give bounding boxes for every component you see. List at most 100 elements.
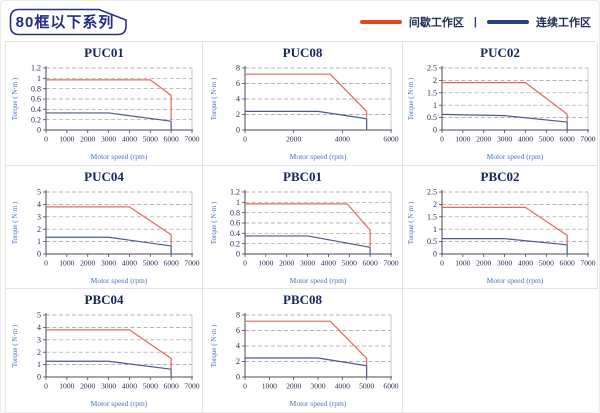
svg-text:0: 0 <box>37 250 41 259</box>
svg-text:2000: 2000 <box>286 382 301 391</box>
svg-text:1: 1 <box>433 225 437 234</box>
svg-text:4000: 4000 <box>122 382 137 391</box>
svg-text:Motor speed (rpm): Motor speed (rpm) <box>487 152 544 161</box>
chart-plot-pbc04: 0 1 2 3 4 5 0 1000 2000 3000 4000 5000 6000 7000 Motor… <box>11 311 200 408</box>
svg-text:0.6: 0.6 <box>230 219 240 228</box>
svg-text:2.5: 2.5 <box>427 188 437 197</box>
chart-cell-puc08: PUC08 0 2 4 6 8 0 2000 4000 6000 Motor speed (rpm… <box>203 42 403 166</box>
svg-text:1000: 1000 <box>59 135 74 144</box>
svg-text:Motor speed (rpm): Motor speed (rpm) <box>91 399 148 408</box>
empty-cell <box>403 289 598 412</box>
svg-text:1: 1 <box>236 198 240 207</box>
svg-text:1000: 1000 <box>59 259 74 268</box>
legend-label-intermittent: 间歇工作区 <box>408 17 464 29</box>
svg-text:0: 0 <box>243 382 247 391</box>
chart-title: PUC02 <box>480 45 520 60</box>
svg-text:4: 4 <box>236 95 240 104</box>
svg-text:4000: 4000 <box>122 259 137 268</box>
chart-plot-puc08: 0 2 4 6 8 0 2000 4000 6000 Motor speed (rpm) Torqu… <box>210 64 399 161</box>
svg-text:Motor speed (rpm): Motor speed (rpm) <box>487 276 544 285</box>
svg-text:2000: 2000 <box>286 135 301 144</box>
chart-plot-puc01: 0 0.20.40.6 0.811.2 0 1000 2000 3000 4000 5000 60… <box>11 64 200 161</box>
svg-text:0.5: 0.5 <box>427 237 437 246</box>
svg-text:2: 2 <box>37 348 41 357</box>
svg-text:Motor speed (rpm): Motor speed (rpm) <box>91 276 148 285</box>
chart-title: PBC08 <box>283 292 322 307</box>
svg-text:3000: 3000 <box>310 382 325 391</box>
svg-text:0.5: 0.5 <box>427 113 437 122</box>
chart-cell-pbc01: PBC01 0 0.2 0.4 0.6 0.8 1 1.2 0 1000 2000 3000 4000… <box>203 166 403 289</box>
svg-text:4000: 4000 <box>334 382 349 391</box>
legend: 间歇工作区 | 连续工作区 <box>359 14 591 30</box>
svg-text:2.5: 2.5 <box>427 64 437 73</box>
svg-text:0: 0 <box>44 382 48 391</box>
svg-text:2000: 2000 <box>279 259 294 268</box>
svg-text:0.8: 0.8 <box>31 84 41 93</box>
svg-text:3000: 3000 <box>497 135 512 144</box>
svg-text:Torque ( N·m ): Torque ( N·m ) <box>407 201 415 244</box>
svg-text:3: 3 <box>37 335 41 344</box>
svg-text:Torque ( N·m ): Torque ( N·m ) <box>11 201 19 244</box>
svg-text:0: 0 <box>440 259 444 268</box>
svg-text:6000: 6000 <box>560 135 575 144</box>
series-title-tag: 80框以下系列 <box>9 8 129 36</box>
svg-text:6000: 6000 <box>164 259 179 268</box>
svg-text:6000: 6000 <box>383 382 398 391</box>
svg-text:Motor speed (rpm): Motor speed (rpm) <box>91 152 148 161</box>
svg-text:2000: 2000 <box>80 382 95 391</box>
svg-text:2: 2 <box>37 225 41 234</box>
chart-plot-puc02: 0 0.5 1 1.5 2 2.5 0 1000 2000 3000 4000 5000 6000 700… <box>407 64 596 161</box>
svg-text:1: 1 <box>37 237 41 246</box>
svg-text:2000: 2000 <box>476 259 491 268</box>
svg-text:0.4: 0.4 <box>230 229 240 238</box>
legend-label-continuous: 连续工作区 <box>536 17 591 29</box>
svg-text:1000: 1000 <box>455 135 470 144</box>
svg-text:6000: 6000 <box>164 382 179 391</box>
svg-text:8: 8 <box>236 64 240 73</box>
page-header: 80框以下系列 间歇工作区 | 连续工作区 <box>1 1 599 41</box>
svg-text:3000: 3000 <box>101 259 116 268</box>
svg-text:5000: 5000 <box>359 382 374 391</box>
svg-text:1.2: 1.2 <box>230 188 240 197</box>
svg-text:4: 4 <box>236 342 240 351</box>
svg-text:3: 3 <box>37 212 41 221</box>
svg-text:2000: 2000 <box>476 135 491 144</box>
svg-text:3000: 3000 <box>101 382 116 391</box>
svg-text:5000: 5000 <box>143 382 158 391</box>
svg-text:8: 8 <box>236 311 240 320</box>
svg-text:0: 0 <box>433 250 437 259</box>
svg-text:0: 0 <box>37 126 41 135</box>
svg-text:0.2: 0.2 <box>31 115 41 124</box>
svg-text:5000: 5000 <box>341 259 356 268</box>
svg-text:7000: 7000 <box>184 382 199 391</box>
svg-text:2: 2 <box>433 200 437 209</box>
svg-text:4000: 4000 <box>518 135 533 144</box>
svg-text:1000: 1000 <box>261 382 276 391</box>
svg-text:0: 0 <box>44 135 48 144</box>
svg-text:1: 1 <box>37 360 41 369</box>
svg-text:0: 0 <box>44 259 48 268</box>
tag-border-shape <box>9 8 127 36</box>
chart-cell-puc01: PUC01 0 0.2 0.4 0.6 0.8 1 1.2 0 1000 2000 3000 4000… <box>6 42 203 166</box>
chart-cell-puc04: PUC04 0 1 2 3 4 5 0 1000 2000 3000 4000 5000 6000 700… <box>6 166 203 289</box>
chart-title: PBC01 <box>283 169 322 184</box>
chart-cell-pbc04: PBC04 0 1 2 3 4 5 0 1000 2000 3000 4000 5000 6000 700… <box>6 289 203 412</box>
svg-text:6: 6 <box>236 326 240 335</box>
svg-text:2: 2 <box>236 357 240 366</box>
svg-text:4000: 4000 <box>320 259 335 268</box>
svg-text:0.2: 0.2 <box>230 239 240 248</box>
svg-text:0.4: 0.4 <box>31 105 41 114</box>
svg-text:0.6: 0.6 <box>31 95 41 104</box>
svg-text:7000: 7000 <box>580 259 595 268</box>
svg-text:1.5: 1.5 <box>427 88 437 97</box>
svg-text:Motor speed (rpm): Motor speed (rpm) <box>289 399 346 408</box>
svg-text:Torque ( N·m ): Torque ( N·m ) <box>210 77 218 120</box>
svg-text:0: 0 <box>440 135 444 144</box>
svg-text:1.5: 1.5 <box>427 212 437 221</box>
chart-title: PUC01 <box>84 45 124 60</box>
svg-text:7000: 7000 <box>184 259 199 268</box>
chart-title: PUC04 <box>84 169 124 184</box>
svg-text:5000: 5000 <box>539 135 554 144</box>
svg-text:2: 2 <box>433 76 437 85</box>
legend-separator: | <box>473 16 477 28</box>
